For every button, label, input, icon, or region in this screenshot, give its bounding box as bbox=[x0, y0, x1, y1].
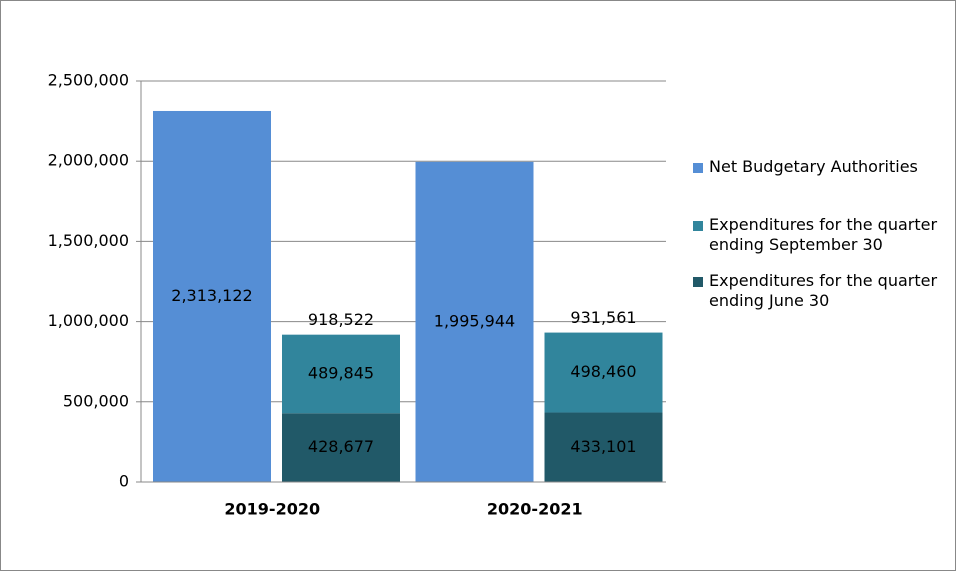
bar bbox=[415, 161, 534, 482]
legend-swatch bbox=[693, 277, 703, 287]
bar-segment bbox=[544, 412, 663, 482]
x-tick-label: 2019-2020 bbox=[224, 500, 320, 519]
value-label: 2,313,122 bbox=[171, 286, 252, 305]
legend-entry: Net Budgetary Authorities bbox=[693, 157, 953, 177]
bar-segment bbox=[282, 413, 400, 482]
y-tick-label: 1,500,000 bbox=[48, 231, 129, 250]
bar bbox=[153, 110, 271, 483]
bar-segment bbox=[282, 334, 400, 414]
legend-entry: Expenditures for the quarter ending Sept… bbox=[693, 215, 953, 255]
legend-swatch bbox=[693, 221, 703, 231]
value-label: 1,995,944 bbox=[434, 311, 515, 330]
y-tick-label: 0 bbox=[119, 472, 129, 491]
y-tick-label: 500,000 bbox=[63, 391, 129, 410]
legend-swatch bbox=[693, 163, 703, 173]
legend-label: Expenditures for the quarter ending June… bbox=[709, 271, 938, 310]
legend-entry: Expenditures for the quarter ending June… bbox=[693, 271, 953, 311]
x-tick-label: 2020-2021 bbox=[487, 500, 583, 519]
total-label: 918,522 bbox=[308, 310, 374, 329]
value-label: 498,460 bbox=[570, 362, 636, 381]
y-tick-label: 2,500,000 bbox=[48, 71, 129, 90]
bar-segment bbox=[544, 332, 663, 413]
value-label: 433,101 bbox=[570, 437, 636, 456]
legend-label: Net Budgetary Authorities bbox=[709, 157, 918, 176]
value-label: 428,677 bbox=[308, 437, 374, 456]
legend-label: Expenditures for the quarter ending Sept… bbox=[709, 215, 938, 254]
y-tick-label: 2,000,000 bbox=[48, 151, 129, 170]
total-label: 931,561 bbox=[570, 308, 636, 327]
value-label: 489,845 bbox=[308, 363, 374, 382]
y-tick-label: 1,000,000 bbox=[48, 311, 129, 330]
